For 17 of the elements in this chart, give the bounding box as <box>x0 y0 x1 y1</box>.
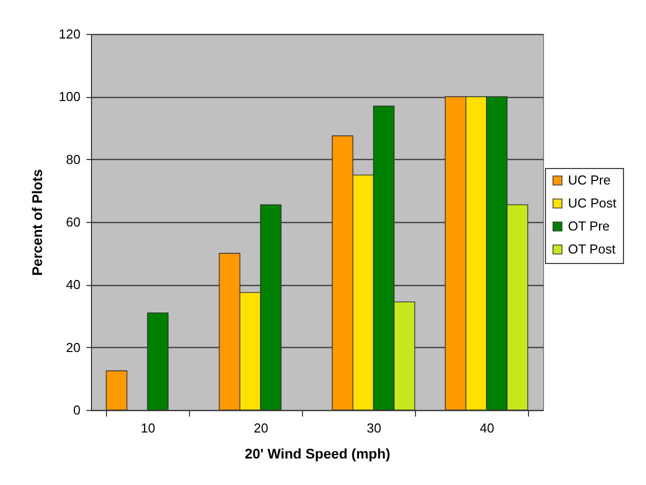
legend-label: UC Post <box>568 196 617 210</box>
x-tick-label: 30 <box>366 420 382 436</box>
y-tick-label: 60 <box>66 214 80 230</box>
y-tick-label: 20 <box>66 340 80 355</box>
x-axis-title: 20' Wind Speed (mph) <box>244 446 390 462</box>
y-tick-label: 100 <box>58 89 80 104</box>
y-tick-label: 40 <box>66 277 80 292</box>
x-tick-label: 10 <box>140 420 156 436</box>
y-tick-label: 0 <box>73 402 80 418</box>
y-axis-title: Percent of Plots <box>28 169 45 276</box>
legend-label: OT Pre <box>568 218 610 234</box>
legend-label: OT Post <box>568 242 616 256</box>
x-tick-label: 20 <box>254 420 268 436</box>
x-tick-label: 40 <box>480 420 494 436</box>
y-tick-label: 120 <box>58 26 80 42</box>
y-tick-label: 80 <box>66 152 80 167</box>
legend-label: UC Pre <box>568 172 611 188</box>
